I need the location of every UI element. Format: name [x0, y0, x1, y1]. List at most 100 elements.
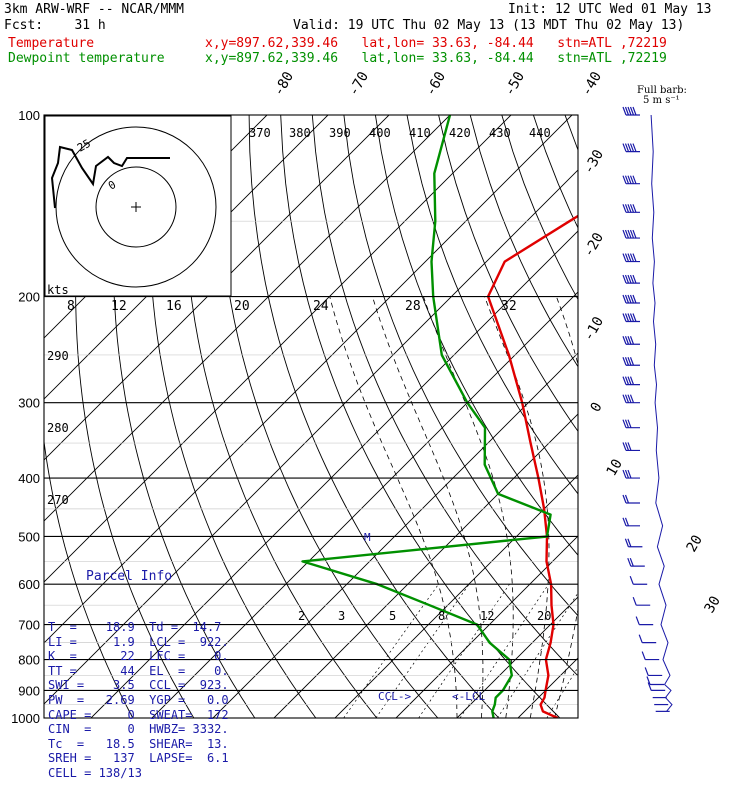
moist-adiabat-line	[423, 296, 514, 718]
isotherm-line	[212, 352, 578, 718]
isotherm-label: -40	[579, 69, 606, 99]
moist-adiabat-line	[484, 296, 550, 718]
isotherm-line	[44, 115, 451, 522]
theta-label: 390	[329, 126, 351, 140]
parcel-info-row: SWI = 3.5 CCL = 923.	[48, 678, 229, 693]
ccl-marker: CCL->	[378, 690, 411, 703]
mixing-ratio-label: 20	[234, 299, 250, 314]
mixing-ratio-label: 2	[298, 609, 305, 623]
hodograph-label: 25	[75, 137, 93, 155]
isotherm-line	[90, 230, 578, 718]
mixing-ratio-label: 28	[405, 299, 421, 314]
isotherm-label: -70	[346, 69, 373, 99]
wind-barb	[622, 274, 640, 284]
parcel-info-row: LI = 1.9 LCL = 922.	[48, 634, 229, 649]
wind-barb	[632, 596, 651, 606]
parcel-info-title: Parcel Info	[86, 569, 173, 585]
wind-barb	[638, 634, 657, 644]
forecast-hour: Fcst: 31 h	[4, 18, 106, 33]
isotherm-line	[395, 535, 578, 718]
wind-barb	[627, 557, 645, 567]
wind-barb	[622, 106, 640, 116]
mixing-ratio-label: 32	[501, 299, 517, 314]
wind-barb	[635, 616, 654, 626]
pressure-tick-label: 200	[18, 290, 40, 305]
mixing-ratio-label: 12	[480, 609, 494, 623]
hodograph-ring-outer	[55, 126, 217, 288]
isotherm-label: -10	[581, 314, 608, 344]
hodograph-ring-inner	[95, 166, 177, 248]
wind-barb	[622, 204, 640, 213]
theta-label: 420	[449, 126, 471, 140]
wind-barb	[622, 517, 640, 527]
dry-adiabat-line	[564, 115, 578, 152]
parcel-marker: M	[364, 531, 371, 544]
wind-barb	[622, 175, 640, 185]
isotherm-line	[151, 291, 578, 718]
isotherm-line	[273, 413, 578, 718]
parcel-info-row: Tc = 18.5 SHEAR= 13.	[48, 736, 229, 751]
mixing-ratio-line	[459, 584, 549, 718]
theta-label: 290	[47, 349, 69, 363]
wind-barb	[647, 682, 666, 692]
isotherm-label: -80	[271, 69, 298, 99]
isotherm-line	[44, 115, 512, 583]
moist-adiabat-line	[372, 296, 484, 718]
model-title: 3km ARW-WRF -- NCAR/MMM	[4, 2, 185, 17]
mixing-ratio-label: 16	[166, 299, 182, 314]
dry-adiabat-line	[597, 115, 740, 718]
pressure-tick-label: 300	[18, 396, 40, 411]
isotherm-line	[640, 115, 740, 718]
isotherm-line	[334, 474, 578, 718]
dry-adiabat-line	[660, 115, 740, 718]
isotherm-line	[456, 596, 578, 718]
mixing-ratio-line	[497, 592, 578, 718]
wind-barb	[622, 336, 640, 345]
parcel-info-row: K = 22 LFC = 0.	[48, 649, 229, 664]
parcel-info-panel: Parcel Info T = 18.9 Td = 14.7 LI = 1.9 L…	[48, 541, 229, 795]
wind-barb	[622, 313, 640, 323]
wind-barb	[646, 676, 664, 686]
theta-label: 440	[529, 126, 551, 140]
parcel-info-row: T = 18.9 Td = 14.7	[48, 619, 222, 634]
barb-title: Full barb:	[637, 85, 687, 96]
theta-label: 280	[47, 421, 69, 435]
parcel-info-row: SREH = 137 LAPSE= 6.1	[48, 751, 229, 766]
wind-barb	[629, 576, 648, 585]
wind-barbs	[622, 106, 673, 712]
kts-label: kts	[47, 283, 69, 297]
wind-trace	[650, 114, 673, 712]
isotherm-label: 20	[684, 532, 706, 555]
isotherm-label: 30	[702, 593, 724, 616]
valid-time: Valid: 19 UTC Thu 02 May 13 (13 MDT Thu …	[293, 18, 685, 33]
moist-adiabat-line	[579, 297, 644, 719]
moist-adiabat-line	[329, 296, 458, 718]
mixing-ratio-label: 5	[389, 609, 396, 623]
mixing-ratio-label: 12	[111, 299, 127, 314]
mixing-ratio-line	[546, 666, 578, 718]
wind-barb	[622, 419, 640, 429]
barb-unit: 5 m s⁻¹	[643, 95, 680, 106]
wind-barb	[622, 357, 640, 366]
isotherm-label: 10	[604, 456, 626, 479]
parcel-info-row: TT = 44 EL = 0.	[48, 663, 229, 678]
wind-barb	[622, 394, 640, 404]
lcl-marker: <-LCL	[452, 690, 485, 703]
dewpoint-location: x,y=897.62,339.46 lat,lon= 33.63, -84.44…	[205, 51, 667, 66]
isotherm-label: -50	[502, 69, 529, 99]
dry-adiabat-line	[628, 115, 740, 718]
dry-adiabat-line	[248, 115, 500, 718]
theta-label: 410	[409, 126, 431, 140]
isotherm-label: -30	[581, 147, 608, 177]
theta-label: 370	[249, 126, 271, 140]
wind-barb	[644, 667, 663, 677]
dewpoint-legend: Dewpoint temperature	[8, 51, 165, 66]
pressure-tick-label: 600	[18, 577, 40, 592]
isotherm-label: -60	[423, 69, 450, 99]
theta-label: 430	[489, 126, 511, 140]
parcel-info-row: CELL = 138/13	[48, 765, 142, 780]
isotherm-line	[44, 115, 573, 644]
hodograph-trace	[50, 145, 170, 209]
mixing-ratio-label: 3	[338, 609, 345, 623]
pressure-tick-label: 800	[18, 653, 40, 668]
